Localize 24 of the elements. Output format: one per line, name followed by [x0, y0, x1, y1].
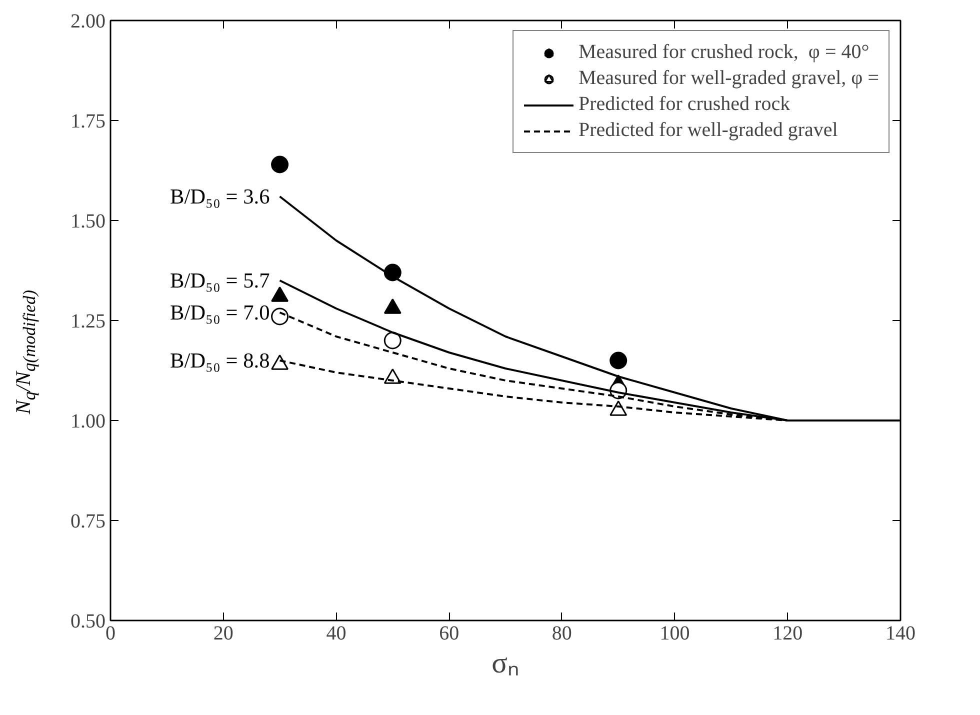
x-tick-label: 120 [772, 622, 803, 644]
x-tick-label: 80 [552, 622, 572, 644]
y-tick-label: 1.00 [70, 410, 106, 432]
legend-label: Measured for well-graded gravel, φ = [578, 67, 879, 90]
y-tick-label: 0.50 [70, 610, 106, 632]
annotation: B/D₅₀ = 7.0 [170, 300, 270, 324]
y-tick-label: 1.50 [70, 210, 106, 232]
annotation: B/D₅₀ = 3.6 [170, 184, 270, 208]
y-tick-label: 1.25 [70, 310, 106, 332]
x-tick-label: 20 [213, 622, 234, 644]
y-tick-label: 1.75 [70, 110, 106, 132]
x-tick-label: 60 [439, 622, 460, 644]
x-tick-label: 100 [660, 622, 690, 644]
x-axis-title: σₙ [492, 648, 520, 680]
y-tick-label: 0.75 [70, 510, 106, 532]
y-tick-label: 2.00 [70, 10, 106, 32]
x-tick-label: 140 [886, 622, 916, 644]
legend-label: Measured for crushed rock, φ = 40° [578, 41, 870, 64]
x-tick-label: 0 [106, 622, 116, 644]
annotation: B/D₅₀ = 5.7 [170, 268, 270, 292]
x-tick-label: 40 [326, 622, 346, 644]
annotation: B/D₅₀ = 8.8 [170, 348, 270, 372]
legend-label: Predicted for well-graded gravel [578, 119, 838, 142]
legend-label: Predicted for crushed rock [578, 93, 790, 116]
